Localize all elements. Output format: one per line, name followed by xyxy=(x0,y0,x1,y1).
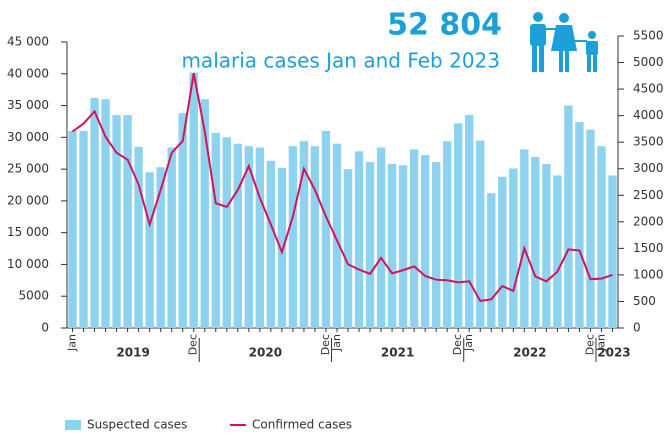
line xyxy=(71,72,613,303)
bar xyxy=(145,172,154,328)
bar xyxy=(465,115,474,328)
bar xyxy=(564,105,573,328)
bar xyxy=(608,175,617,328)
bar xyxy=(498,176,507,328)
bar xyxy=(575,122,584,328)
bar xyxy=(167,147,176,328)
legend-label: Suspected cases xyxy=(87,418,187,432)
bar xyxy=(586,129,595,328)
x-tick-label: Dec xyxy=(319,334,332,355)
bar xyxy=(487,193,496,328)
y2-tick-label: 5500 xyxy=(633,29,664,43)
x-tick-label: Jan xyxy=(462,334,475,352)
bar xyxy=(509,168,518,328)
x-tick-label: Dec xyxy=(187,334,200,355)
y-tick-label: 30 000 xyxy=(7,130,49,144)
x-tick-label: Jan xyxy=(66,334,79,352)
y2-tick-label: 1000 xyxy=(633,267,664,281)
bar xyxy=(189,72,198,328)
bar xyxy=(112,115,121,328)
y2-tick-label: 3500 xyxy=(633,135,664,149)
x-tick-label: Dec xyxy=(583,334,596,355)
bar xyxy=(244,146,254,328)
bar xyxy=(123,115,132,328)
y-tick-label: 40 000 xyxy=(7,66,49,80)
year-label: 2023 xyxy=(597,346,630,360)
y2-tick-label: 1500 xyxy=(633,241,664,255)
y2-tick-label: 2500 xyxy=(633,188,664,202)
bar xyxy=(443,141,452,328)
chart-title: 52 804 xyxy=(387,8,502,43)
chart-subtitle: malaria cases Jan and Feb 2023 xyxy=(181,49,500,73)
bar xyxy=(387,164,397,328)
bar xyxy=(420,155,430,328)
bar xyxy=(431,162,441,328)
bar xyxy=(178,113,187,328)
bar xyxy=(277,167,287,328)
bar xyxy=(398,165,408,328)
y2-tick-label: 0 xyxy=(633,321,641,335)
bar xyxy=(343,169,353,328)
bar xyxy=(310,146,320,328)
bar xyxy=(332,143,342,328)
x-tick-label: Jan xyxy=(594,334,607,352)
y-tick-label: 25 000 xyxy=(7,162,49,176)
bar xyxy=(266,160,276,328)
y-tick-label: 10 000 xyxy=(7,257,49,271)
bar xyxy=(542,164,551,328)
bar xyxy=(222,137,231,328)
bar xyxy=(365,162,375,328)
bar xyxy=(597,146,606,328)
legend-swatch xyxy=(65,420,81,430)
y-tick-label: 15 000 xyxy=(7,225,49,239)
y-tick-label: 0 xyxy=(41,321,49,335)
year-label: 2020 xyxy=(249,346,282,360)
bar xyxy=(233,143,242,328)
bar xyxy=(409,149,419,328)
y-tick-label: 20 000 xyxy=(7,193,49,207)
y2-tick-label: 2000 xyxy=(633,214,664,228)
y2-tick-label: 4000 xyxy=(633,108,664,122)
y2-tick-label: 5000 xyxy=(633,55,664,69)
year-label: 2021 xyxy=(381,346,414,360)
bar xyxy=(354,151,364,328)
bar xyxy=(255,147,265,328)
y-tick-label: 5000 xyxy=(18,289,49,303)
y2-tick-label: 4500 xyxy=(633,82,664,96)
bar xyxy=(299,141,309,328)
bar xyxy=(200,99,209,328)
y-tick-label: 35 000 xyxy=(7,98,49,112)
family-icon xyxy=(530,12,598,72)
bar xyxy=(90,97,99,328)
y2-tick-label: 500 xyxy=(633,294,656,308)
year-label: 2019 xyxy=(116,346,149,360)
bar xyxy=(553,175,562,328)
bar xyxy=(376,147,386,328)
bar xyxy=(321,130,331,328)
y2-tick-label: 3000 xyxy=(633,161,664,175)
bar xyxy=(68,130,77,328)
bar xyxy=(288,146,298,328)
legend-label: Confirmed cases xyxy=(252,418,352,432)
bar xyxy=(156,167,165,328)
bar xyxy=(134,146,143,328)
bar xyxy=(454,123,463,329)
year-label: 2022 xyxy=(513,346,546,360)
bar xyxy=(79,130,88,328)
bar xyxy=(531,157,540,328)
x-tick-label: Jan xyxy=(330,334,343,352)
x-tick-label: Dec xyxy=(451,334,464,355)
bar xyxy=(520,149,529,328)
bar xyxy=(476,140,485,328)
y-tick-label: 45 000 xyxy=(7,35,49,49)
bar xyxy=(211,132,220,328)
bar xyxy=(101,99,110,328)
